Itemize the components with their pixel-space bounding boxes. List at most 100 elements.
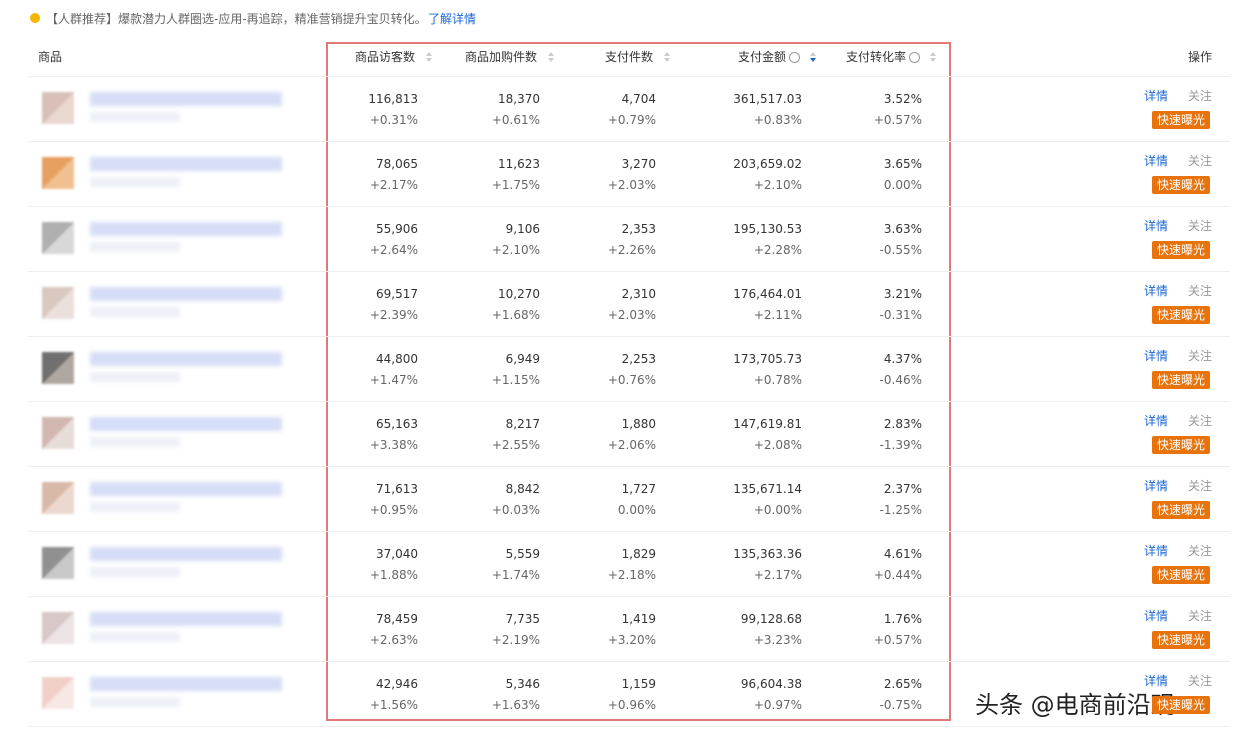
metric-change: +2.17% bbox=[753, 568, 802, 582]
metric-change: +2.11% bbox=[753, 308, 802, 322]
action-detail[interactable]: 详情 bbox=[1144, 349, 1169, 363]
metric-change: +2.19% bbox=[491, 633, 540, 647]
action-detail[interactable]: 详情 bbox=[1144, 284, 1169, 298]
metric-value: 1,880 bbox=[621, 417, 656, 431]
action-follow[interactable]: 关注 bbox=[1188, 479, 1213, 493]
product-name bbox=[90, 287, 282, 301]
metric-change: +3.23% bbox=[753, 633, 802, 647]
metric-change: +2.03% bbox=[607, 178, 656, 192]
sort-icon[interactable] bbox=[426, 58, 432, 62]
product-image bbox=[42, 157, 74, 189]
action-expose[interactable]: 快速曝光 bbox=[1152, 501, 1211, 519]
action-expose[interactable]: 快速曝光 bbox=[1152, 566, 1211, 584]
metric-change: +2.08% bbox=[753, 438, 802, 452]
action-detail[interactable]: 详情 bbox=[1144, 89, 1169, 103]
metric-value: 1.76% bbox=[883, 612, 922, 626]
header: 操作 bbox=[1188, 50, 1213, 64]
action-detail[interactable]: 详情 bbox=[1144, 674, 1169, 688]
metric-value: 2.37% bbox=[883, 482, 922, 496]
product-image bbox=[42, 612, 74, 644]
product-name bbox=[90, 112, 180, 122]
metric-change: -0.75% bbox=[879, 698, 922, 712]
action-detail[interactable]: 详情 bbox=[1144, 609, 1169, 623]
sort-icon[interactable] bbox=[548, 58, 554, 62]
product-name bbox=[90, 677, 282, 691]
sort-icon[interactable] bbox=[426, 52, 432, 56]
metric-value: 55,906 bbox=[376, 222, 418, 236]
header[interactable]: 商品加购件数 bbox=[464, 50, 537, 64]
action-follow[interactable]: 关注 bbox=[1188, 609, 1213, 623]
action-detail[interactable]: 详情 bbox=[1144, 414, 1169, 428]
action-detail[interactable]: 详情 bbox=[1144, 544, 1169, 558]
sort-icon[interactable] bbox=[930, 58, 936, 62]
action-follow[interactable]: 关注 bbox=[1188, 284, 1213, 298]
metric-change: -0.55% bbox=[879, 243, 922, 257]
metric-value: 10,270 bbox=[498, 287, 540, 301]
header[interactable]: 支付金额 bbox=[737, 50, 786, 64]
action-follow[interactable]: 关注 bbox=[1188, 674, 1213, 688]
metric-value: 71,613 bbox=[376, 482, 418, 496]
action-expose[interactable]: 快速曝光 bbox=[1152, 111, 1211, 129]
sort-icon[interactable] bbox=[664, 58, 670, 62]
sort-icon[interactable] bbox=[930, 52, 936, 56]
product-name bbox=[90, 307, 180, 317]
action-expose[interactable]: 快速曝光 bbox=[1152, 371, 1211, 389]
metric-change: +3.38% bbox=[369, 438, 418, 452]
action-follow[interactable]: 关注 bbox=[1188, 154, 1213, 168]
action-expose[interactable]: 快速曝光 bbox=[1152, 631, 1211, 649]
action-expose[interactable]: 快速曝光 bbox=[1152, 241, 1211, 259]
header[interactable]: 商品访客数 bbox=[354, 50, 415, 64]
sort-icon[interactable] bbox=[810, 52, 816, 56]
metric-value: 2,310 bbox=[621, 287, 656, 301]
highlight-box bbox=[326, 42, 951, 721]
header[interactable]: 支付件数 bbox=[604, 50, 653, 64]
action-detail[interactable]: 详情 bbox=[1144, 154, 1169, 168]
action-follow[interactable]: 关注 bbox=[1188, 414, 1213, 428]
divider bbox=[28, 271, 1230, 272]
metric-change: +2.18% bbox=[607, 568, 656, 582]
action-expose[interactable]: 快速曝光 bbox=[1152, 306, 1211, 324]
metric-value: 361,517.03 bbox=[733, 92, 802, 106]
metric-value: 135,671.14 bbox=[733, 482, 802, 496]
metric-value: 203,659.02 bbox=[733, 157, 802, 171]
product-image bbox=[42, 547, 74, 579]
divider bbox=[28, 596, 1230, 597]
metric-change: +0.83% bbox=[753, 113, 802, 127]
product-image bbox=[42, 352, 74, 384]
metric-value: 11,623 bbox=[498, 157, 540, 171]
sort-icon[interactable] bbox=[664, 52, 670, 56]
action-follow[interactable]: 关注 bbox=[1188, 349, 1213, 363]
metric-value: 1,727 bbox=[621, 482, 656, 496]
product-name bbox=[90, 177, 180, 187]
metric-change: +0.57% bbox=[873, 633, 922, 647]
divider bbox=[28, 206, 1230, 207]
action-expose[interactable]: 快速曝光 bbox=[1152, 176, 1211, 194]
metric-value: 18,370 bbox=[498, 92, 540, 106]
metric-value: 42,946 bbox=[376, 677, 418, 691]
sort-icon[interactable] bbox=[810, 58, 816, 62]
product-name bbox=[90, 92, 282, 106]
action-expose[interactable]: 快速曝光 bbox=[1152, 696, 1211, 714]
action-follow[interactable]: 关注 bbox=[1188, 219, 1213, 233]
metric-change: +1.68% bbox=[491, 308, 540, 322]
divider bbox=[28, 141, 1230, 142]
action-follow[interactable]: 关注 bbox=[1188, 544, 1213, 558]
metric-value: 1,419 bbox=[621, 612, 656, 626]
header[interactable]: 支付转化率 bbox=[845, 50, 906, 64]
product-name bbox=[90, 372, 180, 382]
notice-icon bbox=[30, 13, 40, 23]
watermark: 头条 @电商前沿观 bbox=[975, 691, 1175, 719]
metric-change: +2.28% bbox=[753, 243, 802, 257]
action-detail[interactable]: 详情 bbox=[1144, 219, 1169, 233]
action-follow[interactable]: 关注 bbox=[1188, 89, 1213, 103]
metric-value: 4,704 bbox=[621, 92, 656, 106]
metric-change: +0.03% bbox=[491, 503, 540, 517]
notice-link[interactable]: 了解详情 bbox=[428, 12, 477, 26]
metric-change: +0.76% bbox=[607, 373, 656, 387]
sort-icon[interactable] bbox=[548, 52, 554, 56]
metric-change: +0.78% bbox=[753, 373, 802, 387]
metric-value: 195,130.53 bbox=[733, 222, 802, 236]
action-detail[interactable]: 详情 bbox=[1144, 479, 1169, 493]
metric-value: 37,040 bbox=[376, 547, 418, 561]
action-expose[interactable]: 快速曝光 bbox=[1152, 436, 1211, 454]
